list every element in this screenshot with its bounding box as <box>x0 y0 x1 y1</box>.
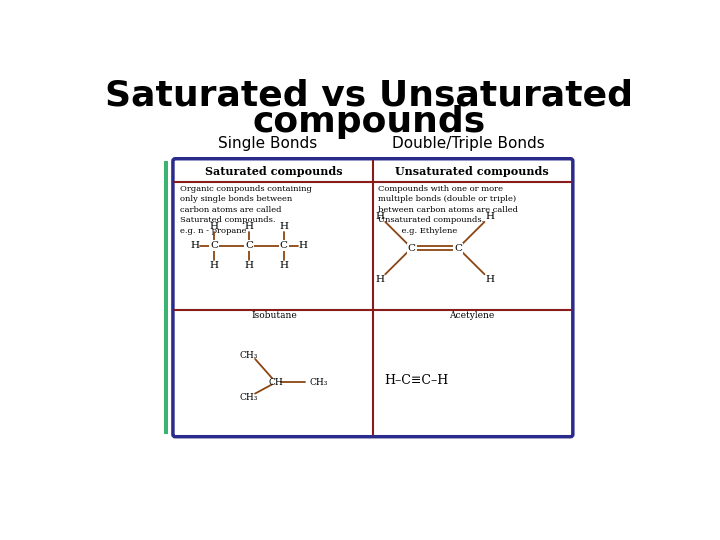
Text: H: H <box>244 260 253 269</box>
Text: H–C≡C–H: H–C≡C–H <box>384 374 449 387</box>
Text: H: H <box>375 275 384 284</box>
Text: CH₃: CH₃ <box>240 350 258 360</box>
Text: H: H <box>190 241 199 250</box>
Text: Unsaturated compounds: Unsaturated compounds <box>395 166 549 177</box>
Text: CH₃: CH₃ <box>310 377 328 387</box>
Text: H: H <box>279 260 288 269</box>
FancyBboxPatch shape <box>173 159 573 437</box>
Text: C: C <box>210 241 218 250</box>
Text: Compounds with one or more
multiple bonds (double or triple)
between carbon atom: Compounds with one or more multiple bond… <box>377 185 518 234</box>
Text: H: H <box>244 222 253 231</box>
Text: Isobutane: Isobutane <box>251 311 297 320</box>
Text: H: H <box>485 212 495 221</box>
Text: H: H <box>485 275 495 284</box>
Text: H: H <box>210 260 218 269</box>
Text: Acetylene: Acetylene <box>449 311 495 320</box>
Text: Saturated compounds: Saturated compounds <box>205 166 343 177</box>
Text: H: H <box>375 212 384 221</box>
Text: C: C <box>280 241 288 250</box>
Text: CH: CH <box>269 377 284 387</box>
Text: compounds: compounds <box>253 105 485 139</box>
Text: CH₃: CH₃ <box>240 393 258 402</box>
Text: Double/Triple Bonds: Double/Triple Bonds <box>392 136 545 151</box>
Text: Organic compounds containing
only single bonds between
carbon atoms are called
S: Organic compounds containing only single… <box>180 185 312 234</box>
Text: C: C <box>408 244 415 253</box>
Text: H: H <box>210 222 218 231</box>
Bar <box>164 161 168 434</box>
Text: H: H <box>279 222 288 231</box>
Text: Single Bonds: Single Bonds <box>218 136 317 151</box>
Text: Saturated vs Unsaturated: Saturated vs Unsaturated <box>105 79 633 113</box>
Text: H: H <box>299 241 307 250</box>
Text: C: C <box>245 241 253 250</box>
Text: C: C <box>454 244 462 253</box>
